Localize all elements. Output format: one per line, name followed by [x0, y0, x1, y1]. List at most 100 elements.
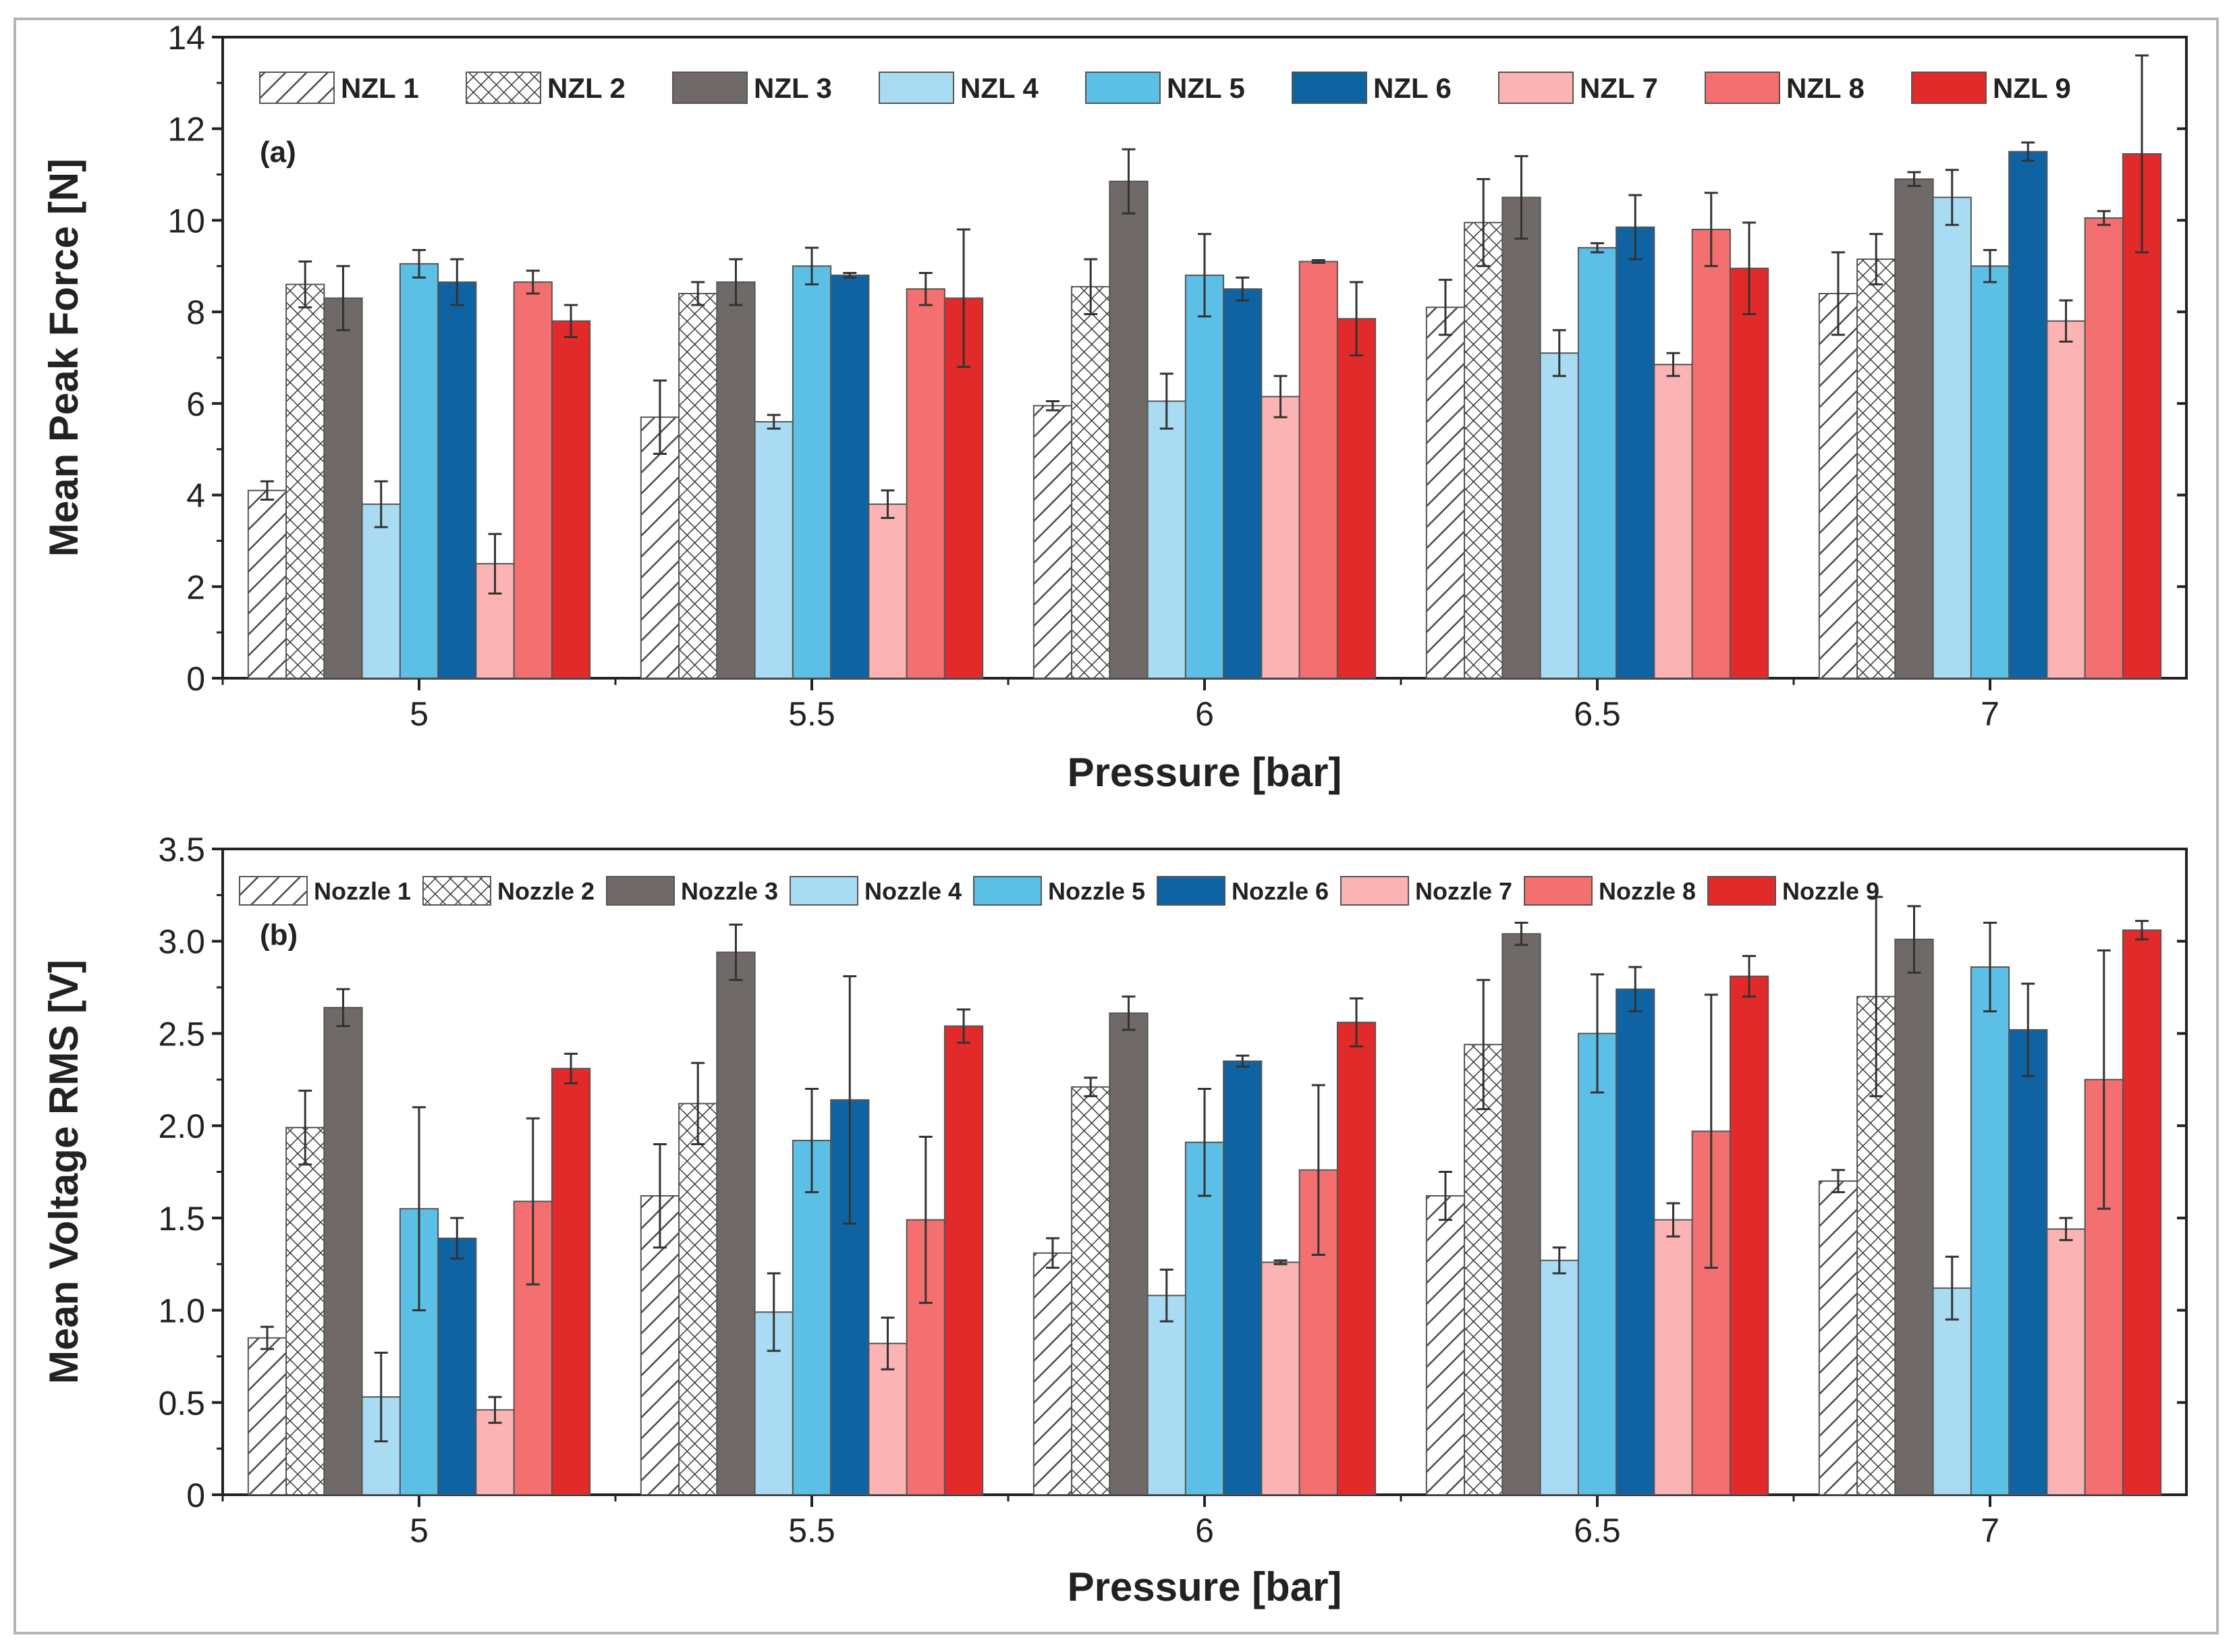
bar	[754, 421, 794, 679]
bar	[1336, 1022, 1377, 1495]
bar	[678, 293, 718, 679]
legend-label: Nozzle 4	[864, 877, 962, 905]
bar	[640, 416, 680, 679]
legend-label: NZL 8	[1786, 72, 1865, 104]
x-tick-label: 6	[1195, 695, 1214, 733]
bar	[1894, 938, 1934, 1495]
bar	[1539, 352, 1579, 679]
bar	[1464, 221, 1503, 680]
bar	[2084, 217, 2124, 679]
bar	[868, 503, 908, 680]
bar	[513, 281, 553, 679]
y-tick-label: 12	[167, 111, 205, 148]
bar	[323, 1007, 363, 1495]
bar	[1464, 1043, 1503, 1495]
legend-swatch	[466, 72, 541, 104]
bar	[716, 281, 756, 679]
bar	[1032, 405, 1073, 679]
legend-label: NZL 7	[1580, 72, 1658, 104]
bar	[1577, 247, 1618, 679]
bar	[247, 489, 287, 679]
legend-label: Nozzle 3	[681, 877, 778, 905]
x-tick-label: 5.5	[788, 695, 835, 733]
legend-swatch	[422, 876, 491, 906]
y-tick-label: 6	[186, 385, 205, 423]
bar	[1653, 1219, 1693, 1495]
bar	[792, 265, 832, 679]
bar	[716, 952, 756, 1495]
bar	[943, 1025, 984, 1495]
bar	[1501, 933, 1541, 1495]
y-tick-label: 2	[186, 568, 205, 606]
y-axis-label: Mean Peak Force [N]	[41, 159, 86, 557]
x-tick-label: 5	[410, 1512, 429, 1549]
bar	[1147, 400, 1186, 679]
legend-swatch	[239, 876, 308, 906]
legend-label: NZL 2	[547, 72, 626, 104]
bar	[323, 297, 363, 679]
legend-swatch	[672, 72, 748, 104]
legend-swatch	[1911, 72, 1987, 104]
bar	[1298, 260, 1338, 679]
bar	[1818, 1180, 1858, 1495]
legend-swatch	[606, 876, 675, 906]
bar	[830, 274, 870, 680]
bar	[1501, 196, 1541, 679]
bar	[1032, 1252, 1073, 1496]
y-tick-label: 10	[167, 202, 205, 240]
bar	[1577, 1032, 1618, 1495]
bar	[1894, 178, 1934, 680]
x-tick-label: 5.5	[788, 1512, 835, 1549]
x-axis-label: Pressure [bar]	[1068, 750, 1342, 795]
legend-swatch	[879, 72, 954, 104]
y-tick-label: 0	[186, 660, 205, 698]
bar	[1970, 265, 2010, 679]
bar	[1691, 229, 1731, 679]
bar	[1818, 293, 1858, 679]
figure-frame	[13, 18, 2219, 1634]
bar	[437, 281, 477, 679]
y-tick-label: 4	[186, 477, 205, 515]
legend-label: NZL 6	[1373, 72, 1452, 104]
legend-label: Nozzle 9	[1782, 877, 1879, 905]
bar	[475, 1409, 515, 1496]
legend-label: NZL 4	[960, 72, 1039, 104]
legend-swatch	[973, 876, 1042, 906]
y-tick-label: 14	[167, 19, 205, 57]
bar	[361, 503, 401, 680]
bar	[551, 320, 591, 679]
legend-swatch	[1524, 876, 1593, 906]
bar	[1616, 226, 1655, 680]
x-tick-label: 6.5	[1574, 1512, 1621, 1549]
bar	[437, 1237, 477, 1496]
bar	[1425, 306, 1466, 680]
legend-swatch	[259, 72, 335, 104]
bar	[1147, 1294, 1186, 1495]
bar	[1223, 288, 1263, 679]
bar	[1261, 1261, 1300, 1495]
y-tick-label: 3.5	[158, 831, 205, 869]
y-tick-label: 8	[186, 294, 205, 331]
x-tick-label: 7	[1981, 1512, 1999, 1549]
legend-swatch	[1292, 72, 1367, 104]
bar	[551, 1068, 591, 1495]
legend-label: NZL 5	[1167, 72, 1245, 104]
bar	[906, 288, 945, 679]
legend-swatch	[1085, 72, 1161, 104]
y-tick-label: 2.5	[158, 1015, 205, 1053]
x-tick-label: 6	[1195, 1512, 1214, 1549]
legend-label: Nozzle 2	[497, 877, 595, 905]
panel-b-chart: 0 0.5 1.0 1.5 2.0 2.5 3.0 3.5 5 5.5 6 6.5 7 Pressure …	[41, 831, 2188, 1609]
bar	[2008, 1028, 2048, 1495]
legend-label: Nozzle 7	[1415, 877, 1512, 905]
legend-label: Nozzle 1	[314, 877, 411, 905]
x-axis-label: Pressure [bar]	[1068, 1564, 1342, 1609]
x-tick-label: 5	[410, 695, 429, 733]
bar	[678, 1103, 718, 1495]
bar	[1970, 966, 2010, 1495]
bar	[1184, 274, 1225, 680]
bar	[1856, 258, 1896, 680]
y-tick-label: 1.0	[158, 1292, 205, 1330]
legend-label: Nozzle 8	[1599, 877, 1696, 905]
